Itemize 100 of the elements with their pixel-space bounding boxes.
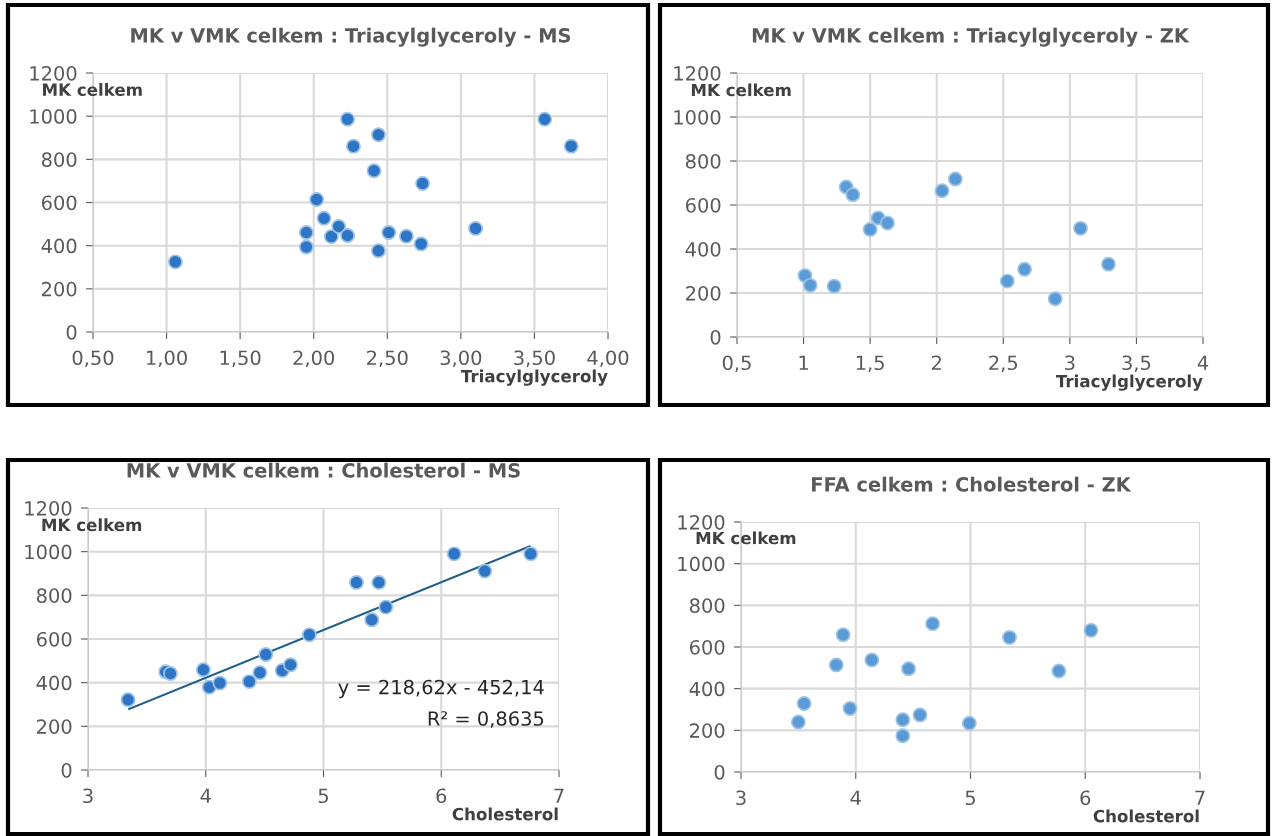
x-axis-title: Cholesterol (1093, 809, 1199, 823)
x-tick-label: 1,50 (220, 350, 261, 368)
y-axis-title: MK celkem (42, 518, 142, 532)
x-tick-label: 3 (83, 788, 93, 804)
annotation: R² = 0,8635 (428, 711, 544, 728)
x-tick-label: 1 (799, 355, 808, 370)
y-tick-label: 1200 (25, 500, 72, 516)
y-tick-label: 600 (689, 639, 725, 655)
x-axis-title: Triacylglyceroly (460, 369, 608, 386)
point (381, 225, 397, 240)
x-tick-label: 4 (1197, 355, 1209, 370)
x-tick-label: 2,50 (367, 350, 408, 368)
y-tick-label: 800 (689, 598, 725, 613)
point (331, 219, 347, 234)
y-axis-title: MK celkem (43, 83, 142, 96)
chart-title: MK v VMK celkem : Triacylglyceroly - MS (131, 27, 571, 47)
y-axis-title: MK celkem (691, 83, 791, 97)
point (301, 627, 317, 643)
x-tick-label: 3,50 (514, 350, 555, 368)
x-tick-label: 6 (436, 788, 447, 804)
point (790, 714, 806, 730)
point (316, 210, 332, 226)
point (298, 225, 314, 240)
y-tick-label: 600 (41, 195, 77, 211)
x-axis-title: Triacylglyceroly (1055, 374, 1203, 391)
point (1051, 663, 1067, 679)
y-tick-label: 800 (685, 153, 721, 169)
point (961, 715, 977, 731)
x-tick-label: 4 (200, 788, 211, 803)
y-tick-label: 200 (42, 281, 77, 297)
point (167, 254, 183, 270)
point (323, 229, 339, 245)
point (934, 183, 950, 199)
x-tick-label: 1,5 (856, 355, 884, 373)
point (999, 273, 1015, 289)
y-tick-label: 200 (690, 723, 725, 738)
point (537, 111, 553, 127)
x-tick-label: 6 (1080, 790, 1091, 806)
y-tick-label: 0 (61, 762, 72, 778)
point (195, 662, 211, 678)
point (826, 278, 842, 294)
point (371, 127, 386, 143)
point (163, 666, 178, 681)
x-axis-title: Cholesterol (452, 807, 558, 821)
x-tick-label: 5 (965, 790, 975, 806)
point (1047, 291, 1063, 307)
point (212, 675, 228, 691)
y-tick-label: 0 (710, 329, 721, 345)
x-tick-label: 5 (318, 788, 328, 804)
point (563, 138, 579, 154)
point (895, 712, 911, 728)
y-tick-label: 200 (686, 285, 721, 301)
point (864, 652, 880, 668)
y-tick-label: 1200 (674, 65, 721, 81)
x-tick-label: 0,50 (72, 350, 114, 368)
chart-title: MK v VMK celkem : Triacylglyceroly - ZK (752, 27, 1190, 47)
point (415, 176, 431, 191)
chart-title: FFA celkem : Cholesterol - ZK (812, 476, 1132, 492)
y-tick-label: 600 (685, 197, 721, 213)
y-tick-label: 0 (66, 324, 77, 340)
y-tick-label: 400 (41, 238, 77, 254)
y-tick-label: 400 (689, 681, 725, 697)
point (252, 665, 268, 681)
point (283, 657, 298, 673)
point (468, 220, 483, 236)
x-tick-label: 7 (554, 788, 564, 803)
y-tick-label: 1000 (30, 109, 77, 124)
point (1073, 220, 1088, 236)
x-tick-label: 3 (736, 790, 746, 806)
point (477, 563, 493, 579)
point (298, 239, 314, 255)
point (364, 612, 380, 628)
point (1101, 256, 1116, 272)
point (895, 728, 911, 744)
y-tick-label: 0 (714, 764, 725, 780)
y-tick-label: 400 (685, 241, 721, 257)
x-tick-label: 3 (1065, 355, 1075, 371)
point (947, 171, 963, 187)
point (901, 661, 916, 677)
point (349, 575, 364, 590)
point (241, 674, 257, 689)
point (925, 616, 941, 632)
point (398, 228, 414, 244)
point (912, 707, 928, 723)
x-tick-label: 4 (850, 790, 861, 805)
point (802, 277, 818, 293)
point (371, 243, 386, 259)
point (378, 599, 394, 615)
y-tick-label: 800 (41, 152, 77, 167)
point (835, 627, 851, 643)
y-tick-label: 1200 (678, 514, 725, 530)
point (366, 163, 382, 179)
chart-title: MK v VMK celkem : Cholesterol - MS (127, 462, 520, 478)
x-tick-label: 0,5 (722, 355, 751, 373)
y-axis-title: MK celkem (696, 531, 796, 545)
annotation: y = 218,62x - 452,14 (338, 679, 544, 699)
point (862, 221, 878, 237)
point (1002, 629, 1017, 645)
point (309, 192, 325, 207)
x-tick-label: 3,00 (440, 350, 482, 368)
